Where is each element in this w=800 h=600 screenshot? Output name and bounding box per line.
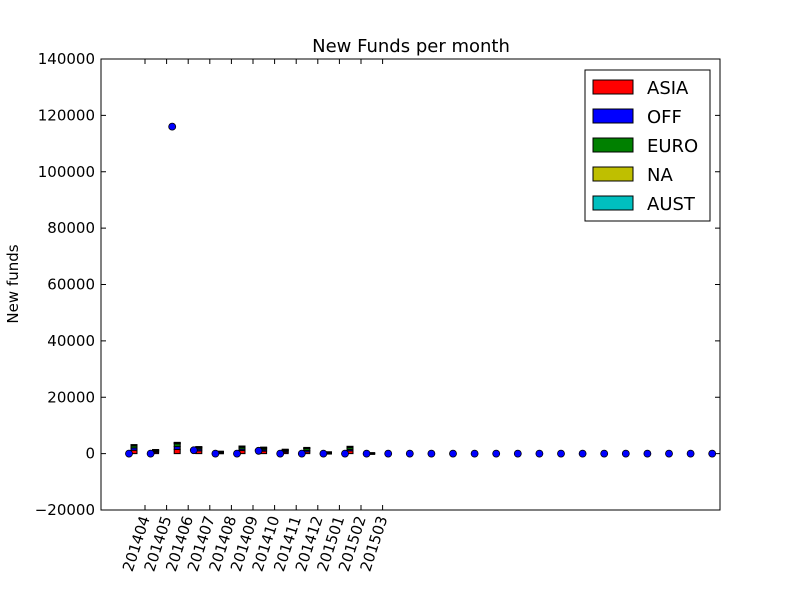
y-tick-label: −20000 <box>35 501 95 519</box>
scatter-point <box>449 449 457 458</box>
scatter-point <box>578 449 587 458</box>
scatter-point <box>708 449 717 458</box>
scatter-point <box>600 449 609 458</box>
scatter-point <box>513 449 522 458</box>
y-tick-label: 120000 <box>38 106 95 124</box>
y-tick-label: 60000 <box>47 276 95 294</box>
scatter-point <box>665 449 673 458</box>
y-tick-label: 140000 <box>38 50 95 68</box>
legend-swatch-aust <box>592 195 634 211</box>
scatter-point <box>189 446 198 455</box>
legend-swatch-euro <box>592 137 634 153</box>
bar-aust <box>346 445 354 448</box>
scatter-point <box>276 449 285 458</box>
scatter-point <box>557 449 565 458</box>
bar-aust <box>173 441 181 444</box>
scatter-point <box>125 449 133 458</box>
y-tick-label: 40000 <box>47 332 95 350</box>
bar-aust <box>152 449 160 452</box>
scatter-point <box>254 446 263 455</box>
scatter-point <box>211 449 220 458</box>
scatter-point <box>535 449 544 458</box>
scatter-point <box>621 449 630 458</box>
scatter-point <box>168 122 177 131</box>
scatter-point <box>362 449 371 458</box>
scatter-point <box>405 449 414 458</box>
bar-asia <box>173 448 181 455</box>
bar-aust <box>303 446 311 449</box>
bar-aust <box>195 446 203 449</box>
bar-aust <box>260 446 268 449</box>
y-tick-label: 100000 <box>38 163 95 181</box>
y-tick-label: 20000 <box>47 388 95 406</box>
scatter-point <box>384 449 393 458</box>
bar-aust <box>281 448 289 451</box>
legend: ASIA OFF EURO NA AUST <box>584 69 711 222</box>
legend-label-na: NA <box>647 165 673 186</box>
chart-title: New Funds per month <box>312 36 510 57</box>
scatter-point <box>492 449 501 458</box>
plot-frame <box>100 58 721 511</box>
scatter-point <box>297 449 306 458</box>
y-axis-label: New funds <box>4 244 22 323</box>
y-tick-label: 80000 <box>47 219 95 237</box>
legend-label-off: OFF <box>647 107 682 128</box>
y-tick-label: 0 <box>85 445 95 463</box>
bar-aust <box>238 445 246 448</box>
legend-label-asia: ASIA <box>647 78 689 99</box>
scatter-point <box>643 449 652 458</box>
legend-swatch-asia <box>592 79 634 95</box>
scatter-point <box>233 449 241 458</box>
scatter-point <box>341 449 349 458</box>
scatter-point <box>686 449 695 458</box>
legend-label-aust: AUST <box>647 194 696 215</box>
bar-aust <box>130 444 138 447</box>
scatter-point <box>427 449 436 458</box>
scatter-point <box>146 449 155 458</box>
legend-swatch-na <box>592 166 634 182</box>
legend-label-euro: EURO <box>647 136 698 157</box>
scatter-point <box>470 449 479 458</box>
scatter-point <box>319 449 328 458</box>
plot-area: −20000 0 20000 40000 60000 80000 100000 120000 1… <box>35 50 720 574</box>
legend-swatch-off <box>592 108 634 124</box>
